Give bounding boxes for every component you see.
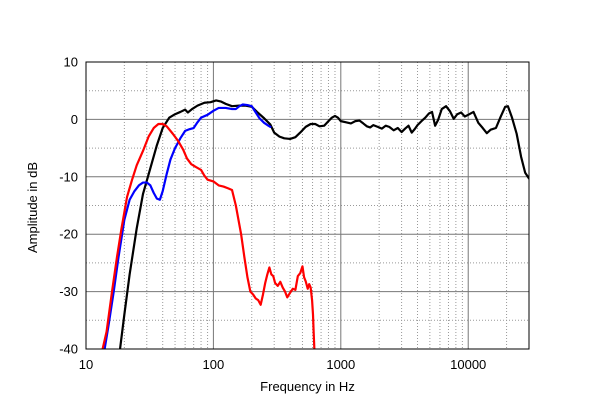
x-tick-labels: 10 100 1000 10000 <box>79 357 487 372</box>
x-axis-title: Frequency in Hz <box>260 379 355 394</box>
black-response-line <box>118 99 529 349</box>
y-tick-label: 10 <box>64 55 78 70</box>
red-response-line <box>101 122 316 349</box>
y-tick-label: 0 <box>71 112 78 127</box>
series-layer <box>101 99 529 349</box>
y-tick-labels: 10 0 -10 -20 -30 -40 <box>59 55 78 357</box>
y-axis-title: Amplitude in dB <box>25 162 40 253</box>
y-tick-label: -30 <box>59 284 78 299</box>
plot-frame <box>85 61 530 350</box>
x-tick-label: 100 <box>203 357 225 372</box>
y-tick-label: -20 <box>59 227 78 242</box>
x-tick-label: 1000 <box>326 357 355 372</box>
blue-response-line <box>103 103 272 349</box>
y-tick-label: -10 <box>59 169 78 184</box>
minor-grid <box>86 62 529 349</box>
major-grid <box>86 62 529 349</box>
y-tick-label: -40 <box>59 342 78 357</box>
x-tick-label: 10000 <box>450 357 486 372</box>
x-tick-label: 10 <box>79 357 93 372</box>
